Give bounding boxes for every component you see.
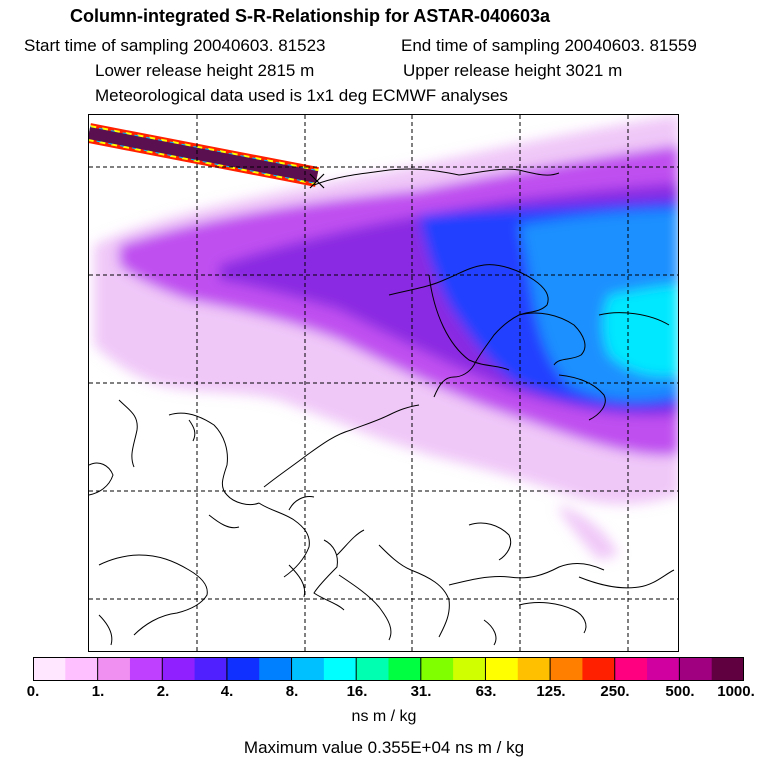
color-scale-bar (33, 657, 744, 681)
scale-tick-label: 500. (665, 683, 695, 700)
upper-release-text: Upper release height 3021 m (403, 61, 623, 80)
color-swatch (453, 657, 486, 681)
map-title: Column-integrated S-R-Relationship for A… (70, 6, 551, 26)
graticule (89, 115, 678, 651)
color-swatch (550, 657, 583, 681)
color-swatch (711, 657, 744, 681)
color-swatch (65, 657, 99, 681)
scale-tick-label: 4. (220, 683, 234, 700)
map-canvas (89, 115, 678, 651)
scale-tick-label: 1000. (717, 683, 755, 700)
color-swatch (97, 657, 131, 681)
color-swatch (259, 657, 293, 681)
scale-tick-label: 0. (26, 683, 40, 700)
scale-tick-label: 1. (91, 683, 105, 700)
scale-tick-label: 63. (475, 683, 497, 700)
color-swatch (614, 657, 648, 681)
coastlines (89, 168, 675, 646)
color-swatch (33, 657, 66, 681)
scale-tick-label: 31. (410, 683, 432, 700)
color-swatch (582, 657, 616, 681)
map-panel (88, 114, 679, 652)
release-marker (309, 173, 325, 189)
maximum-value-text: Maximum value 0.355E+04 ns m / kg (243, 738, 525, 757)
plume-field (89, 115, 678, 560)
end-time-text: End time of sampling 20040603. 81559 (401, 36, 697, 55)
lower-release-text: Lower release height 2815 m (95, 61, 315, 80)
start-time-text: Start time of sampling 20040603. 81523 (24, 36, 326, 55)
scale-tick-label: 125. (536, 683, 566, 700)
units-label: ns m / kg (351, 708, 417, 725)
color-swatch (647, 657, 680, 681)
color-swatch (323, 657, 357, 681)
color-swatch (226, 657, 260, 681)
color-swatch (162, 657, 196, 681)
color-swatch (420, 657, 454, 681)
source-streak (89, 123, 319, 187)
color-swatch (388, 657, 422, 681)
color-swatch (517, 657, 551, 681)
color-swatch (485, 657, 519, 681)
color-swatch (679, 657, 713, 681)
scale-border (33, 657, 744, 681)
color-swatch (356, 657, 389, 681)
color-swatch (129, 657, 163, 681)
scale-tick-label: 2. (156, 683, 170, 700)
scale-tick-label: 250. (600, 683, 630, 700)
color-swatch (291, 657, 325, 681)
color-swatch (194, 657, 228, 681)
met-data-text: Meteorological data used is 1x1 deg ECMW… (95, 86, 508, 105)
scale-tick-label: 8. (285, 683, 299, 700)
scale-tick-label: 16. (346, 683, 368, 700)
